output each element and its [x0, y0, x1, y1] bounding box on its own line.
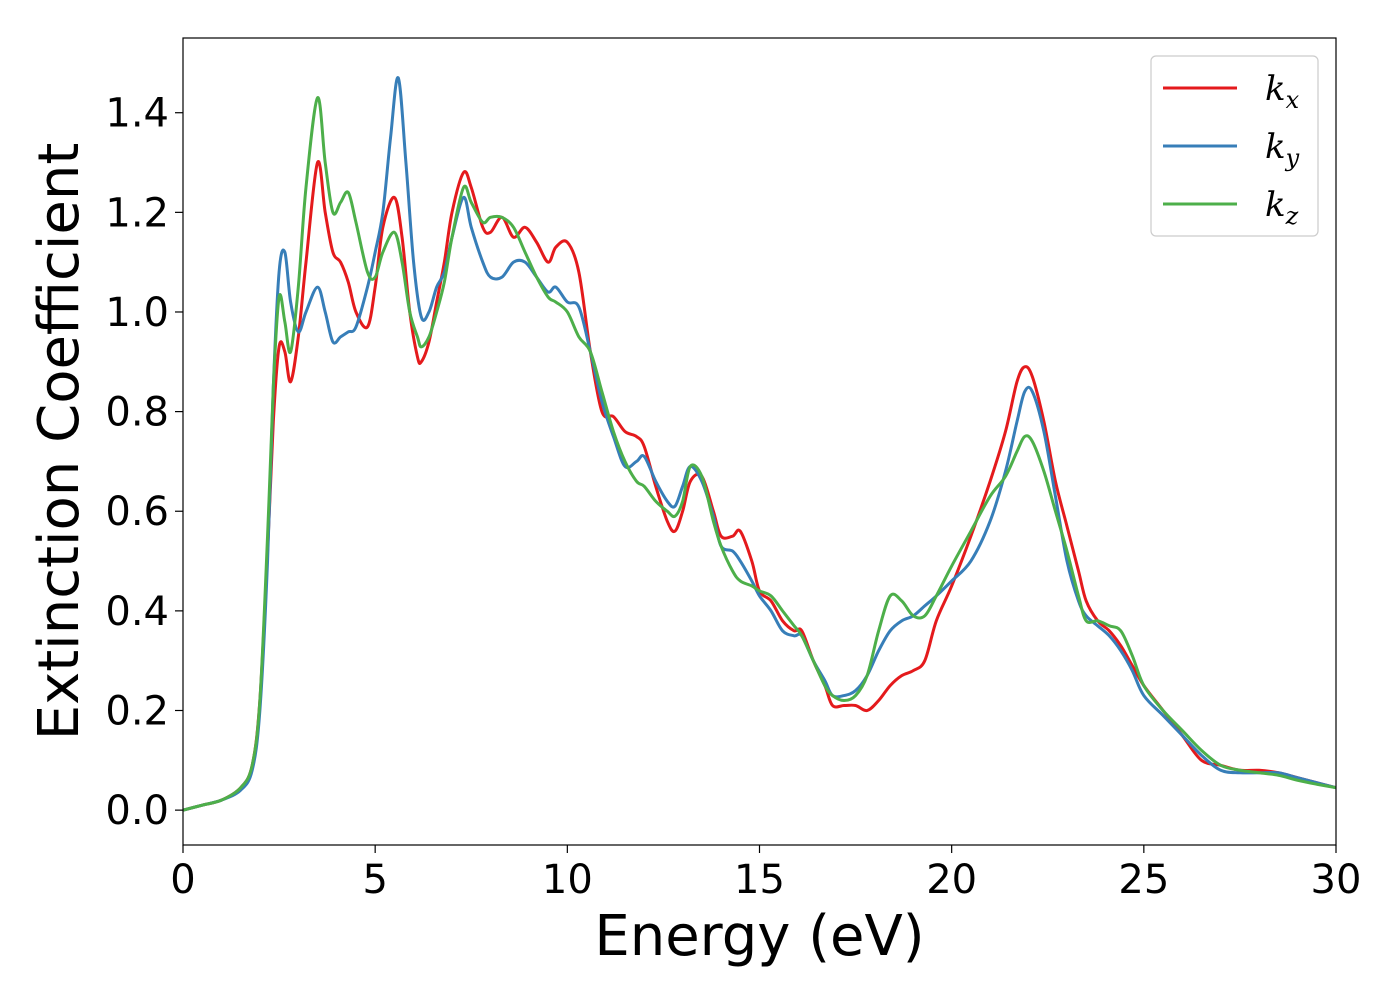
- x-tick-label: 25: [1118, 857, 1169, 903]
- x-tick-label: 10: [542, 857, 593, 903]
- series-line-z: [183, 96, 1336, 812]
- series-layer: [183, 76, 1336, 812]
- legend-label-z: kz: [1265, 185, 1299, 230]
- legend-label-subscript: x: [1286, 86, 1300, 114]
- y-axis: 0.0 0.2 0.4 0.6 0.8 1.0 1.2 1.4: [105, 91, 183, 834]
- x-tick-label: 0: [170, 857, 195, 903]
- y-axis-title: Extinction Coefficient: [27, 143, 92, 741]
- x-tick-label: 5: [362, 857, 387, 903]
- y-tick-label: 0.8: [105, 390, 169, 436]
- y-tick-label: 0.2: [105, 689, 169, 735]
- y-tick-label: 0.4: [105, 589, 169, 635]
- legend-label-y: ky: [1265, 127, 1300, 172]
- legend-label-base: k: [1265, 185, 1286, 225]
- y-tick-label: 0.0: [105, 788, 169, 834]
- x-tick-label: 30: [1311, 857, 1362, 903]
- y-tick-label: 1.2: [105, 190, 169, 236]
- x-axis-title: Energy (eV): [594, 904, 924, 969]
- x-axis: 0 5 10 15 20 25 30: [170, 845, 1361, 903]
- legend-label-x: kx: [1265, 69, 1300, 114]
- x-tick-label: 20: [926, 857, 977, 903]
- series-line-x: [183, 160, 1336, 812]
- y-tick-label: 1.0: [105, 290, 169, 336]
- legend-label-subscript: z: [1285, 202, 1299, 230]
- legend-label-base: k: [1265, 69, 1286, 109]
- y-tick-label: 1.4: [105, 91, 169, 137]
- y-tick-label: 0.6: [105, 489, 169, 535]
- legend-label-subscript: y: [1285, 144, 1300, 172]
- legend-label-base: k: [1265, 127, 1286, 167]
- x-tick-label: 15: [734, 857, 785, 903]
